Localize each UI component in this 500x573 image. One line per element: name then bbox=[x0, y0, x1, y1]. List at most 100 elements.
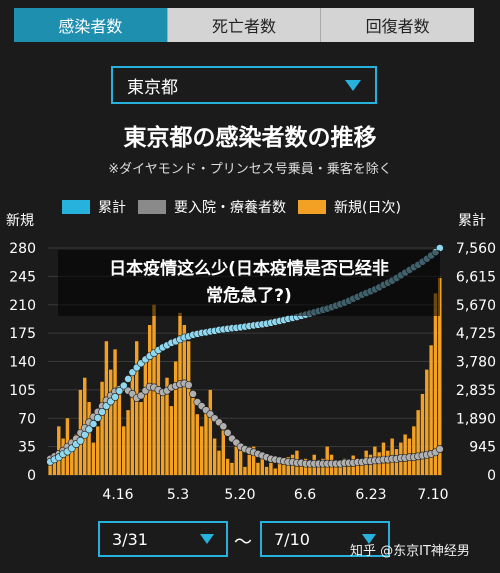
tab-deaths[interactable]: 死亡者数 bbox=[167, 8, 322, 42]
bar-new-cases bbox=[299, 462, 303, 475]
point-hospitalized bbox=[223, 428, 232, 437]
bar-new-cases bbox=[308, 460, 312, 475]
left-tick-label: 0 bbox=[27, 468, 36, 484]
right-tick-label: 945 bbox=[469, 440, 496, 456]
left-tick-label: 140 bbox=[9, 355, 36, 371]
bar-new-cases bbox=[338, 465, 342, 475]
overlay-text-line1: 日本疫情这么少(日本疫情是否已经非 bbox=[109, 259, 389, 279]
bar-new-cases bbox=[260, 458, 264, 475]
point-cumulative bbox=[89, 420, 98, 428]
right-axis-title: 累計 bbox=[458, 213, 486, 229]
region-select[interactable]: 東京都 bbox=[111, 66, 377, 104]
bar-new-cases bbox=[273, 468, 277, 475]
chevron-down-icon bbox=[345, 79, 361, 91]
point-cumulative bbox=[80, 430, 89, 439]
overlay-banner bbox=[58, 250, 440, 316]
bar-new-cases bbox=[122, 426, 126, 475]
left-tick-label: 175 bbox=[9, 326, 36, 342]
bar-new-cases bbox=[126, 410, 130, 475]
bar-new-cases bbox=[139, 402, 143, 475]
point-cumulative bbox=[98, 408, 107, 416]
point-cumulative bbox=[128, 368, 137, 377]
legend-item-cumulative[interactable]: 累計 bbox=[62, 197, 126, 217]
bar-new-cases bbox=[48, 458, 52, 475]
start-date-value: 3/31 bbox=[112, 529, 148, 549]
start-date-select[interactable]: 3/31 bbox=[98, 521, 228, 557]
legend-label-hospitalized: 要入院・療養者数 bbox=[174, 200, 286, 216]
bar-new-cases bbox=[433, 293, 438, 475]
bar-new-cases bbox=[113, 349, 117, 475]
legend-item-new[interactable]: 新規(日次) bbox=[298, 197, 401, 217]
bar-new-cases bbox=[52, 462, 57, 475]
bar-new-cases bbox=[425, 369, 429, 475]
right-tick-label: 5,670 bbox=[456, 298, 496, 314]
chart-title: 東京都の感染者数の推移 bbox=[123, 125, 377, 151]
right-tick-label: 6,615 bbox=[456, 269, 496, 285]
end-date-select[interactable]: 7/10 bbox=[260, 521, 390, 557]
legend-item-hospitalized[interactable]: 要入院・療養者数 bbox=[138, 197, 286, 217]
tab-recovered[interactable]: 回復者数 bbox=[321, 8, 475, 42]
region-select-value: 東京都 bbox=[127, 77, 178, 98]
bar-new-cases bbox=[420, 393, 425, 475]
bar-new-cases bbox=[286, 457, 290, 475]
bar-new-cases bbox=[238, 450, 243, 475]
x-tick-label: 5.3 bbox=[167, 487, 189, 503]
tab-infections[interactable]: 感染者数 bbox=[14, 8, 168, 42]
bar-new-cases bbox=[264, 466, 269, 475]
point-cumulative bbox=[93, 414, 102, 422]
bar-new-cases bbox=[87, 402, 91, 475]
bar-new-cases bbox=[96, 426, 100, 475]
bar-new-cases bbox=[234, 446, 239, 475]
right-tick-label: 7,560 bbox=[456, 241, 496, 257]
point-hospitalized bbox=[219, 422, 228, 431]
bar-new-cases bbox=[251, 446, 256, 475]
x-tick-label: 4.16 bbox=[102, 487, 133, 503]
bar-new-cases bbox=[217, 450, 221, 475]
legend-swatch-cumulative bbox=[62, 200, 90, 214]
end-date-value: 7/10 bbox=[274, 529, 310, 549]
left-tick-label: 245 bbox=[9, 269, 36, 285]
bar-new-cases bbox=[169, 406, 174, 475]
bar-new-cases bbox=[204, 410, 208, 475]
left-axis-title: 新規 bbox=[6, 213, 34, 229]
bar-new-cases bbox=[360, 458, 364, 475]
bar-new-cases bbox=[117, 385, 122, 475]
bar-new-cases bbox=[195, 414, 200, 475]
left-tick-label: 280 bbox=[9, 241, 36, 257]
bar-new-cases bbox=[182, 325, 187, 475]
bar-new-cases bbox=[208, 389, 213, 475]
bar-new-cases bbox=[70, 446, 74, 475]
bar-new-cases bbox=[143, 361, 148, 475]
overlay-text: 日本疫情这么少(日本疫情是否已经非 常危急了?) bbox=[58, 256, 440, 310]
bar-new-cases bbox=[269, 462, 273, 475]
right-tick-label: 2,835 bbox=[456, 383, 496, 399]
left-tick-label: 70 bbox=[18, 411, 36, 427]
chart-legend: 累計 要入院・療養者数 新規(日次) bbox=[62, 197, 413, 217]
bar-new-cases bbox=[186, 341, 191, 475]
legend-swatch-new bbox=[298, 200, 326, 214]
range-separator: 〜 bbox=[234, 532, 252, 553]
bar-new-cases bbox=[316, 466, 321, 475]
bar-new-cases bbox=[100, 381, 104, 475]
chevron-down-icon bbox=[362, 534, 376, 544]
overlay-text-line2: 常危急了?) bbox=[206, 286, 292, 306]
bar-new-cases bbox=[243, 466, 247, 475]
left-tick-label: 35 bbox=[18, 440, 36, 456]
bar-new-cases bbox=[334, 462, 338, 475]
chevron-down-icon bbox=[200, 534, 214, 544]
right-tick-label: 3,780 bbox=[456, 355, 496, 371]
bar-new-cases bbox=[109, 369, 113, 475]
bar-new-cases bbox=[416, 410, 420, 475]
point-cumulative bbox=[115, 387, 124, 395]
bar-new-cases bbox=[91, 442, 96, 475]
legend-label-new: 新規(日次) bbox=[334, 200, 401, 216]
bar-new-cases bbox=[199, 426, 204, 475]
left-tick-label: 105 bbox=[9, 383, 36, 399]
bar-new-cases bbox=[191, 397, 195, 475]
bar-new-cases bbox=[282, 462, 286, 475]
bar-new-cases bbox=[130, 373, 135, 475]
bar-new-cases bbox=[277, 458, 282, 475]
bar-new-cases bbox=[247, 454, 251, 475]
bar-new-cases bbox=[156, 353, 161, 475]
